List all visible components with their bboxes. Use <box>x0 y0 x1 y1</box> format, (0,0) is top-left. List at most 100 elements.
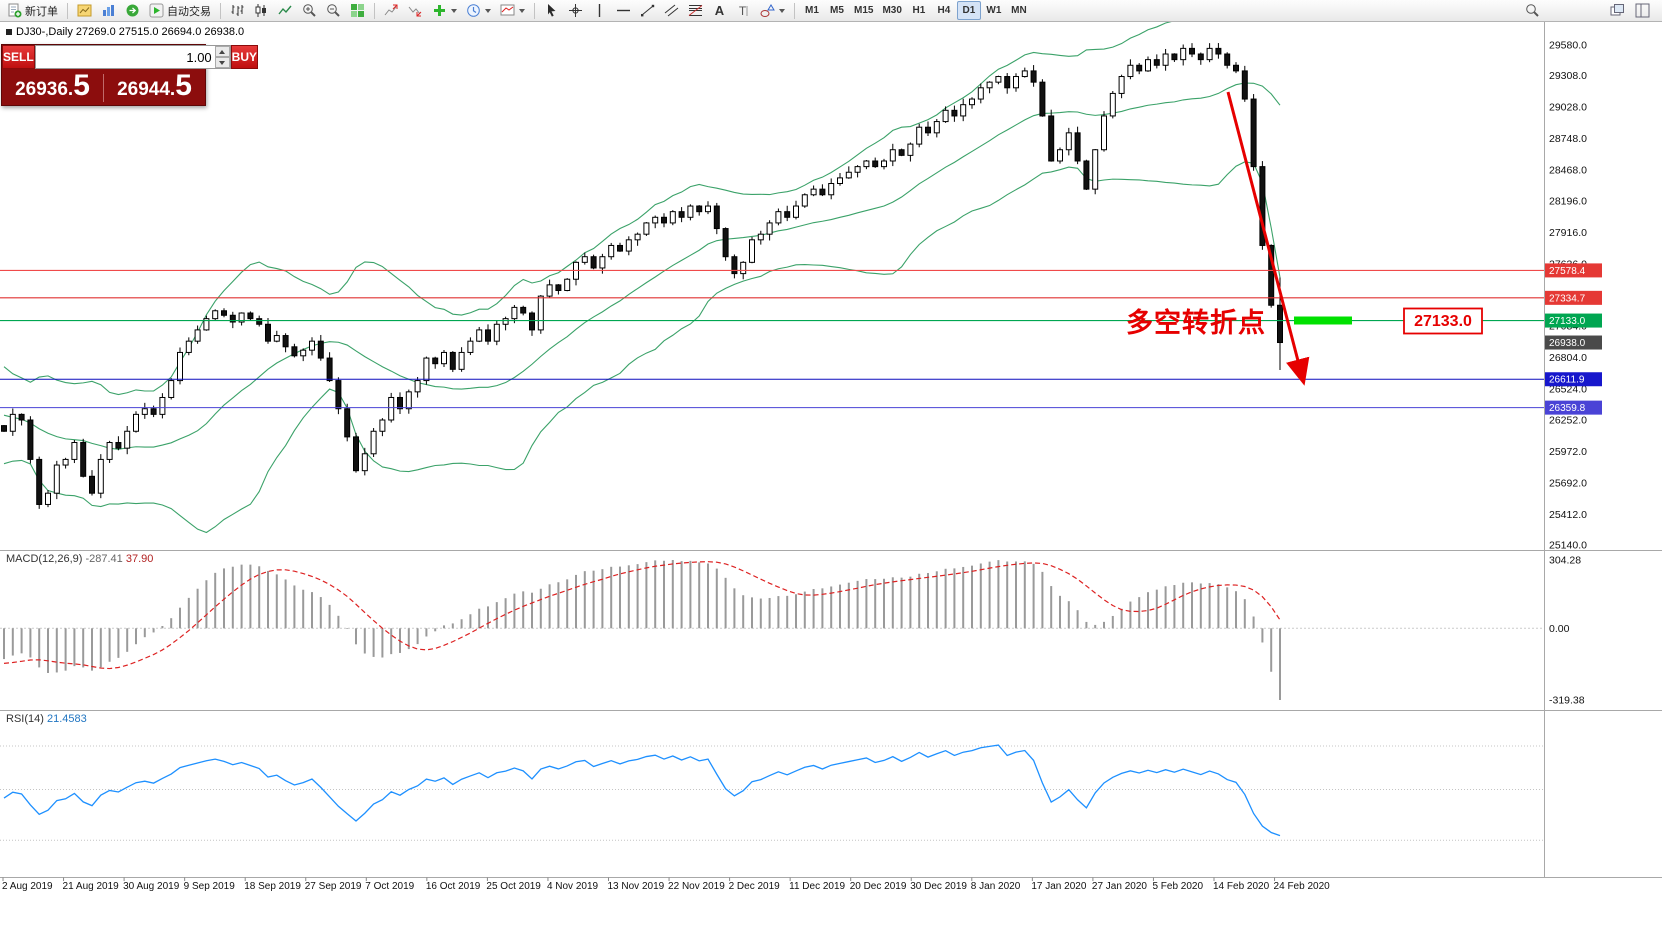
market-watch-button[interactable] <box>97 1 120 20</box>
macd-signal-line <box>3 561 1281 670</box>
cursor-icon <box>548 4 556 17</box>
timeframe-h4-button[interactable]: H4 <box>932 1 956 20</box>
zoom-in-button[interactable] <box>298 1 321 20</box>
chart-title: DJ30-,Daily 27269.0 27515.0 26694.0 2693… <box>6 26 244 38</box>
candle <box>344 408 351 438</box>
periods-button[interactable] <box>462 1 495 20</box>
candle <box>951 109 958 117</box>
candle <box>766 222 773 235</box>
timeframe-mn-button[interactable]: MN <box>1007 1 1031 20</box>
crosshair-tool-button[interactable] <box>564 1 587 20</box>
buy-price[interactable]: 26944.5 <box>104 69 205 107</box>
price-axis-label: 26804.0 <box>1549 352 1587 364</box>
crosshair-icon <box>569 4 582 17</box>
price-axis-label: 29308.0 <box>1549 70 1587 82</box>
candle <box>1101 115 1107 151</box>
horizontal-line-tool-button[interactable] <box>612 1 635 20</box>
candle <box>89 475 95 494</box>
sell-price[interactable]: 26936.5 <box>2 69 103 107</box>
windows-icon <box>1610 4 1624 16</box>
candle <box>71 442 78 460</box>
toolbar-spacer <box>1546 10 1604 11</box>
timeframe-h1-button[interactable]: H1 <box>907 1 931 20</box>
chart-annotation-text[interactable]: 多空转折点 <box>1126 308 1266 338</box>
candle-chart-mode-button[interactable] <box>250 1 273 20</box>
navigator-icon <box>126 4 139 17</box>
timeframe-d1-button[interactable]: D1 <box>956 1 981 20</box>
toolbar-right-group <box>1521 1 1659 20</box>
cursor-tool-button[interactable] <box>540 1 563 20</box>
sell-button[interactable]: SELL <box>2 45 35 69</box>
timeframe-m15-button[interactable]: M15 <box>850 1 877 20</box>
autotrading-button[interactable]: 自动交易 <box>145 1 215 20</box>
text-tool-button[interactable]: A <box>708 1 731 20</box>
line-chart-mode-button[interactable] <box>274 1 297 20</box>
timeframe-m1-button[interactable]: M1 <box>800 1 824 20</box>
tile-windows-button[interactable] <box>346 1 369 20</box>
indicator-list-button[interactable] <box>404 1 427 20</box>
timeframe-m5-button[interactable]: M5 <box>825 1 849 20</box>
new-order-button[interactable]: 新订单 <box>3 1 62 20</box>
date-label: 2 Aug 2019 <box>2 881 53 892</box>
vertical-line-tool-button[interactable] <box>588 1 611 20</box>
templates-button[interactable] <box>496 1 529 20</box>
candle <box>1057 149 1063 162</box>
candle <box>256 318 263 325</box>
candle <box>115 442 122 449</box>
charts-button[interactable] <box>73 1 96 20</box>
new-window-button[interactable] <box>1606 1 1629 20</box>
trend-arrow[interactable] <box>1226 91 1310 386</box>
buy-button[interactable]: BUY <box>230 45 259 69</box>
add-indicator-button[interactable] <box>428 1 461 20</box>
green-marker-line[interactable] <box>1294 316 1352 325</box>
timeframe-m30-button[interactable]: M30 <box>878 1 905 20</box>
candle <box>1215 47 1222 55</box>
symbol-search-button[interactable] <box>1521 1 1544 20</box>
candle <box>1180 47 1187 61</box>
price-callout-box[interactable] <box>1403 307 1483 335</box>
shapes-tool-button[interactable] <box>756 1 789 20</box>
navigator-button[interactable] <box>121 1 144 20</box>
volume-down-button[interactable] <box>214 57 230 68</box>
fibonacci-tool-button[interactable] <box>684 1 707 20</box>
trendline-tool-button[interactable] <box>636 1 659 20</box>
candle <box>1039 81 1046 117</box>
horizontal-line-icon <box>617 9 630 12</box>
bar-chart-mode-button[interactable] <box>226 1 249 20</box>
volume-input[interactable] <box>35 46 215 68</box>
candle <box>933 121 940 134</box>
candle <box>925 126 931 134</box>
candle <box>80 442 87 477</box>
autotrading-icon <box>149 3 164 18</box>
price-axis-label: 29028.0 <box>1549 102 1587 114</box>
candle <box>590 256 597 269</box>
date-label: 18 Sep 2019 <box>244 881 301 892</box>
arrange-panels-button[interactable] <box>1631 1 1654 20</box>
date-label: 20 Dec 2019 <box>850 881 907 892</box>
candle <box>1065 132 1072 151</box>
zoom-out-button[interactable] <box>322 1 345 20</box>
dropdown-caret-icon <box>779 8 785 13</box>
indicators-button[interactable] <box>380 1 403 20</box>
candle <box>977 87 984 100</box>
timeframe-w1-button[interactable]: W1 <box>982 1 1006 20</box>
text-label-tool-button[interactable]: T <box>732 1 755 20</box>
date-label: 30 Aug 2019 <box>123 881 180 892</box>
candle <box>361 453 368 472</box>
candle <box>326 357 333 382</box>
candle <box>986 81 993 89</box>
price-axis-label: 28748.0 <box>1549 133 1587 145</box>
volume-up-button[interactable] <box>214 46 230 57</box>
candle <box>793 205 799 218</box>
toolbar-separator <box>794 2 795 19</box>
template-icon <box>500 4 515 16</box>
candle <box>273 335 280 342</box>
channel-tool-button[interactable] <box>660 1 683 20</box>
candle <box>687 205 694 218</box>
candle <box>634 233 641 241</box>
candle <box>625 239 632 252</box>
candle <box>564 278 571 291</box>
candle <box>872 160 879 168</box>
sell-price-small: 26936. <box>15 78 74 100</box>
